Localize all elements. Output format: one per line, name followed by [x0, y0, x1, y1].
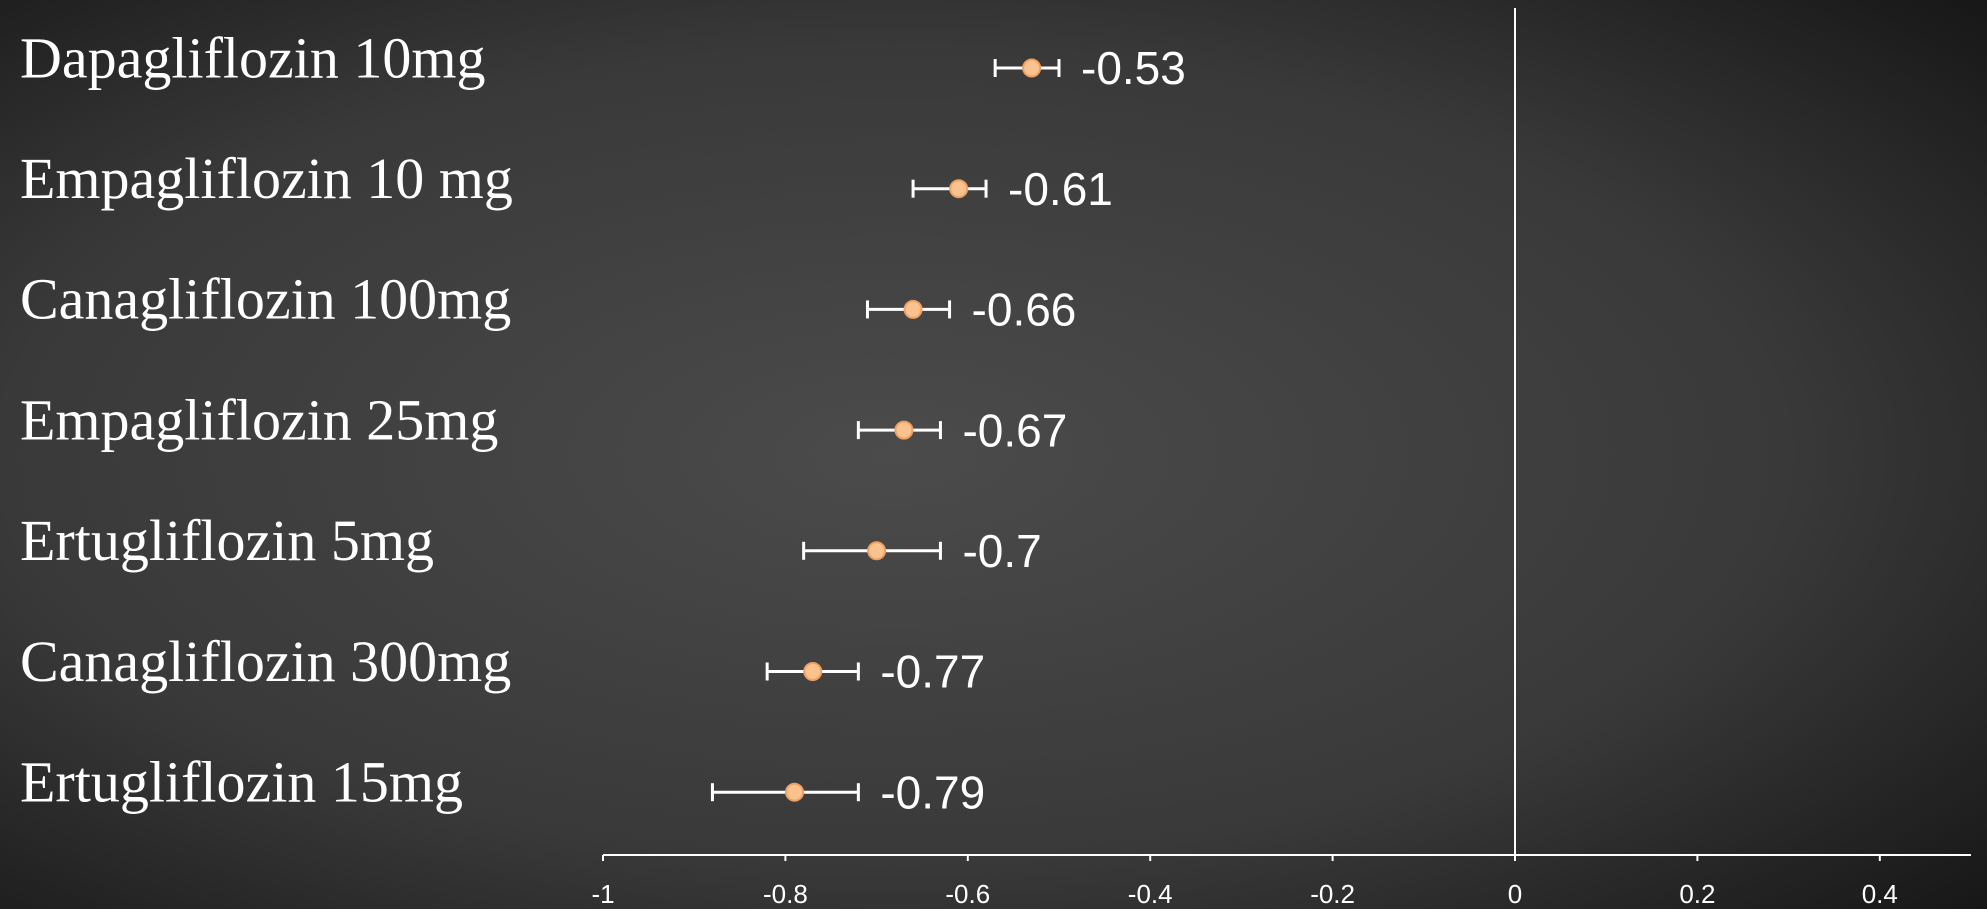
x-tick-label: 0 [1508, 879, 1522, 909]
value-label: -0.77 [880, 646, 985, 698]
x-tick-label: 0.4 [1862, 879, 1898, 909]
point [903, 299, 923, 319]
category-label: Ertugliflozin 5mg [20, 508, 434, 573]
point [785, 782, 805, 802]
x-tick-label: -1 [591, 879, 614, 909]
point [894, 420, 914, 440]
category-label: Dapagliflozin 10mg [20, 25, 486, 90]
x-tick-label: -0.4 [1128, 879, 1173, 909]
category-label: Canagliflozin 100mg [20, 267, 511, 332]
value-label: -0.53 [1081, 42, 1186, 94]
x-tick-label: -0.6 [945, 879, 990, 909]
value-label: -0.79 [880, 766, 985, 818]
category-label: Empagliflozin 10 mg [20, 146, 513, 211]
point [867, 541, 887, 561]
value-label: -0.66 [972, 284, 1077, 336]
value-label: -0.67 [962, 404, 1067, 456]
x-tick-label: -0.8 [763, 879, 808, 909]
category-label: Canagliflozin 300mg [20, 629, 511, 694]
point [1022, 58, 1042, 78]
point [803, 662, 823, 681]
x-tick-label: 0.2 [1679, 879, 1715, 909]
category-label: Ertugliflozin 15mg [20, 750, 463, 815]
x-tick-label: -0.2 [1310, 879, 1355, 909]
point [949, 179, 969, 199]
value-label: -0.7 [962, 525, 1041, 577]
value-label: -0.61 [1008, 163, 1113, 215]
category-label: Empagliflozin 25mg [20, 387, 498, 452]
